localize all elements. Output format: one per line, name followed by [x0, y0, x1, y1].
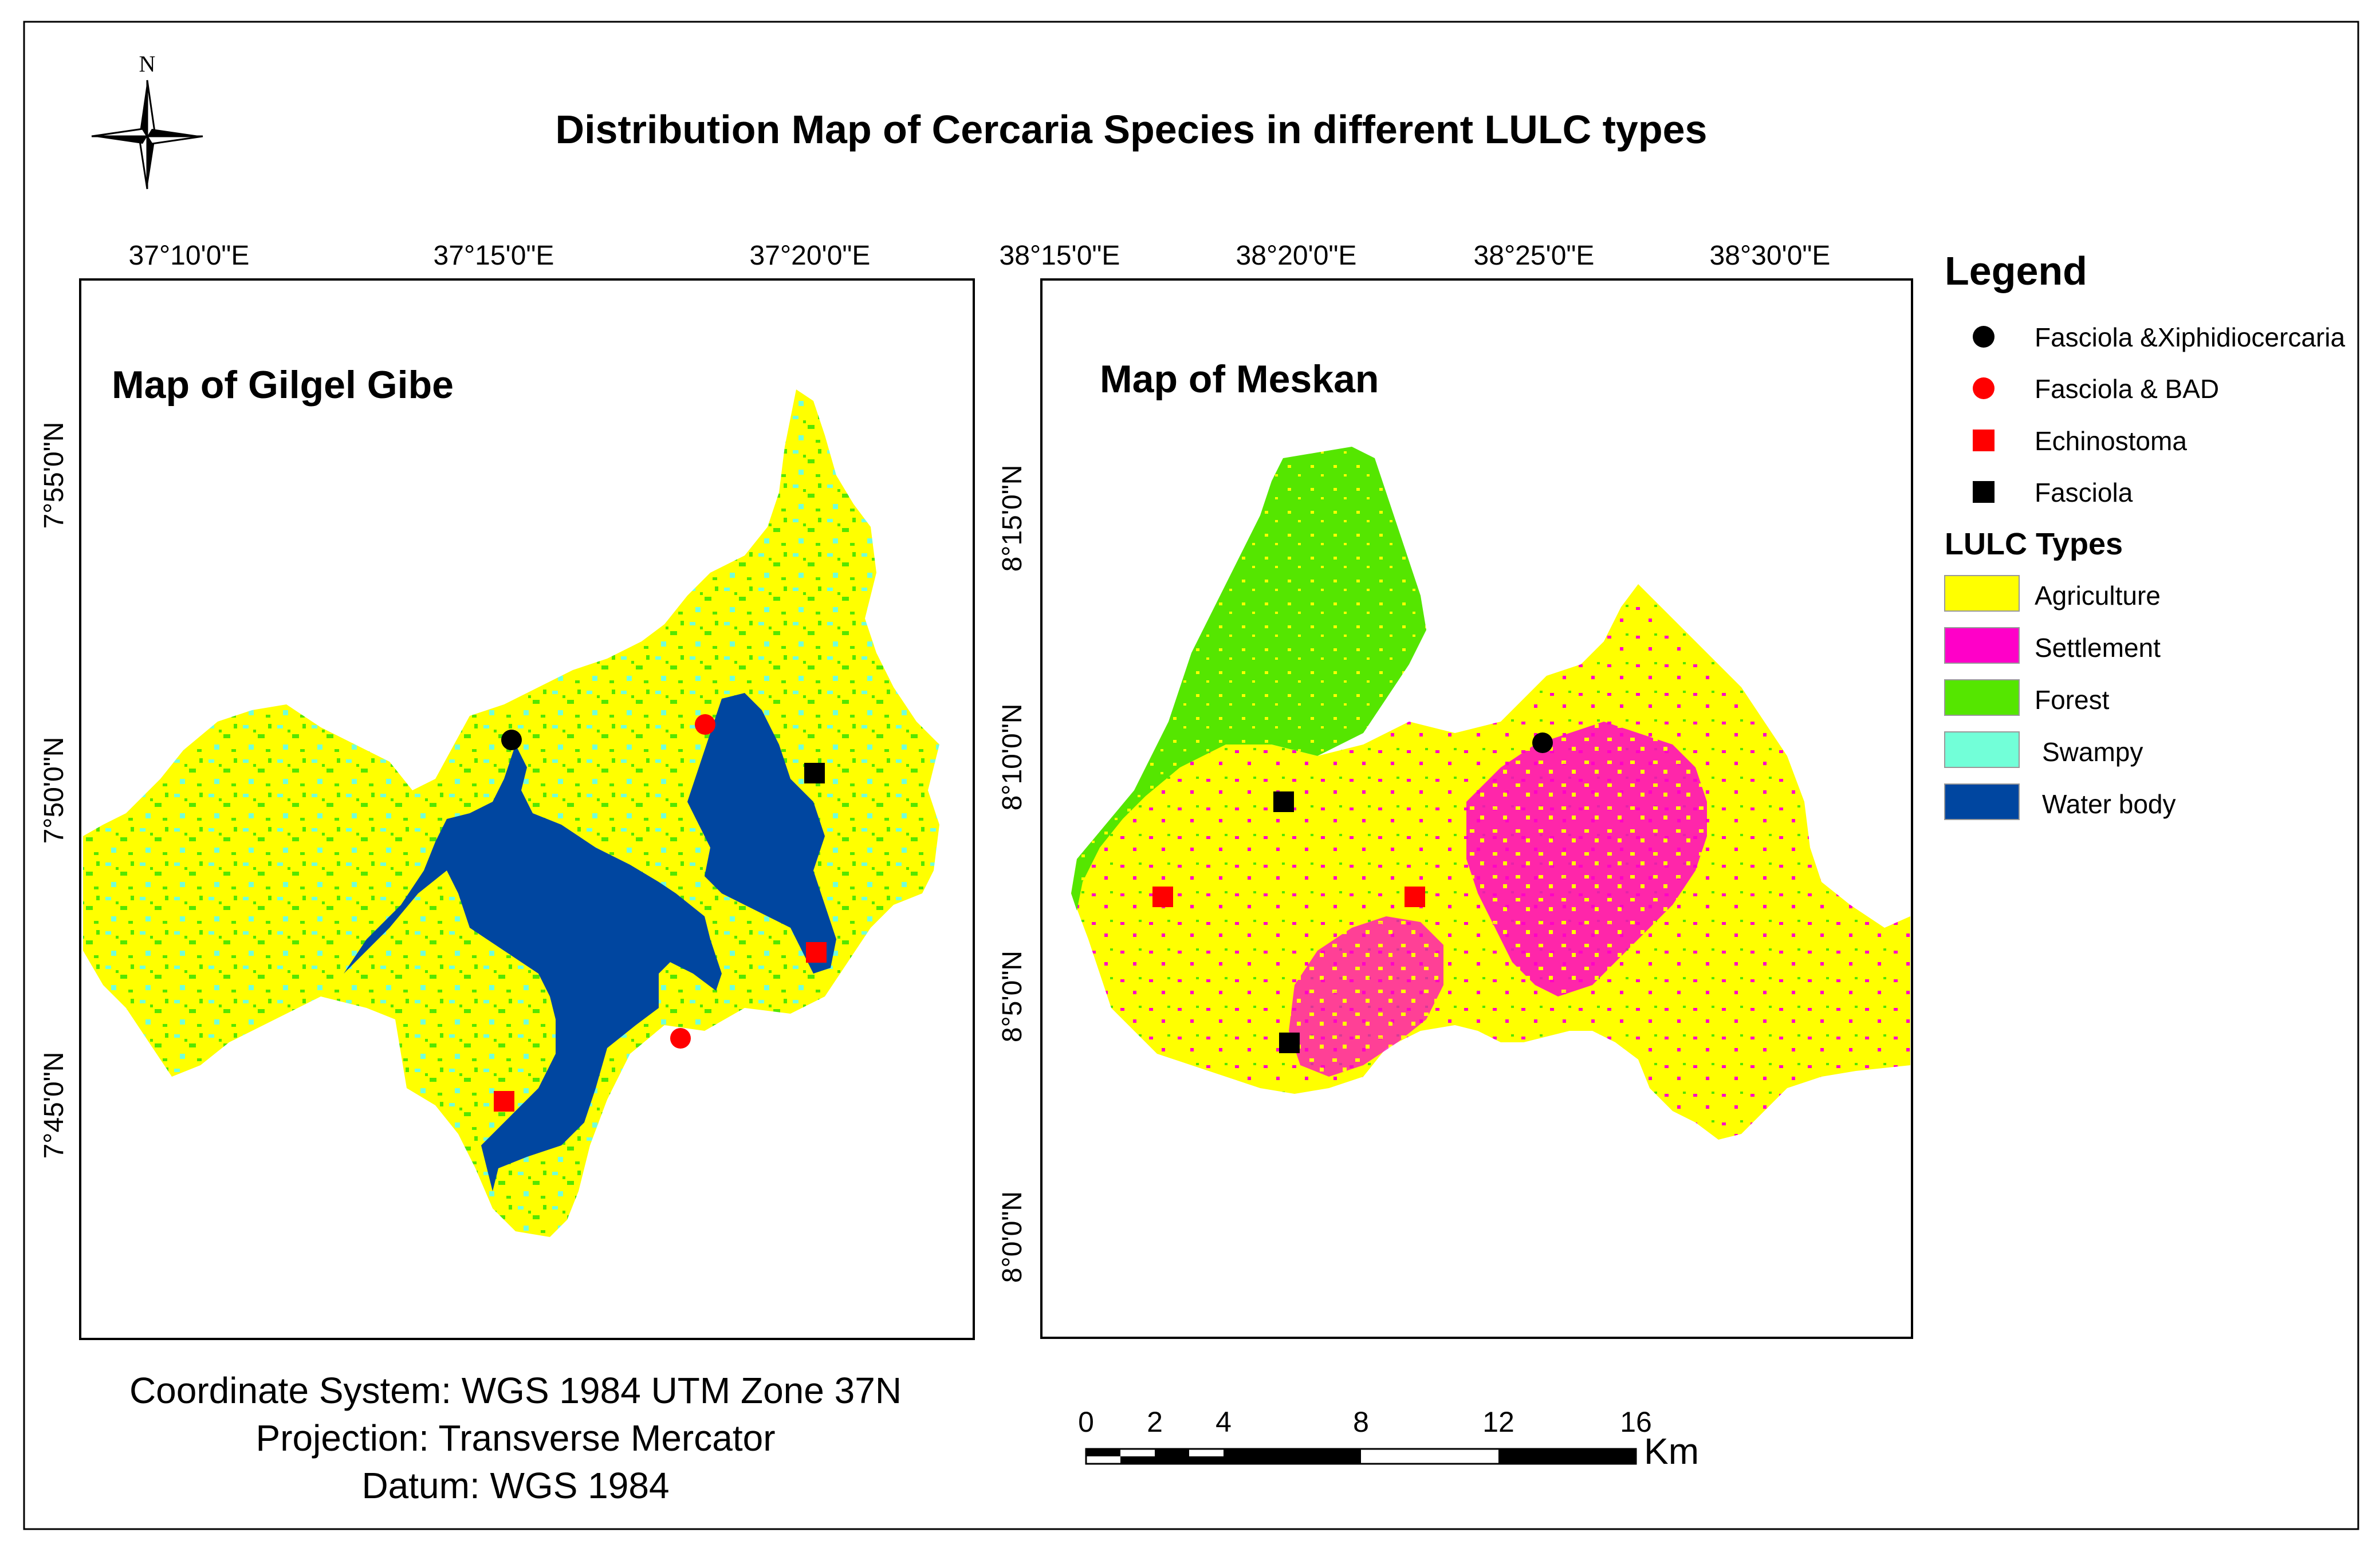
map2-title: Map of Meskan	[1100, 357, 1379, 401]
legend-swatch-water	[1944, 783, 2020, 820]
legend-symbol-black-square	[1973, 481, 1995, 503]
legend-lulc-label-4: Swampy	[2042, 737, 2143, 767]
map1-marker-fasciola-xiphidio	[501, 730, 522, 750]
map1-ytick-1: 7°55'0"N	[39, 422, 69, 529]
legend-marker-label-2: Fasciola & BAD	[2035, 374, 2219, 404]
north-arrow-icon: N	[91, 51, 203, 190]
legend-lulc-label-1: Agriculture	[2035, 581, 2161, 610]
legend-lulc-title: LULC Types	[1945, 527, 2123, 561]
map2-xtick-3: 38°25'0"E	[1474, 241, 1595, 271]
scale-label-16: 16	[1620, 1406, 1652, 1438]
scale-bar: 0 2 4 8 12 16 Km	[1078, 1406, 1699, 1472]
map1-ytick-3: 7°45'0"N	[39, 1052, 69, 1159]
legend-swatch-forest	[1944, 679, 2020, 716]
meskan-forest	[1071, 447, 1426, 911]
map2-marker-fasciola-xiphidio	[1532, 732, 1553, 753]
coord-line-1: Coordinate System: WGS 1984 UTM Zone 37N	[129, 1370, 902, 1411]
map1-marker-fasciola-bad-2	[670, 1028, 691, 1049]
map-meskan: 38°15'0"E 38°20'0"E 38°25'0"E 38°30'0"E …	[997, 241, 1913, 1339]
map2-xtick-2: 38°20'0"E	[1236, 241, 1357, 271]
map1-marker-fasciola-bad-1	[695, 714, 715, 735]
legend-marker-label-1: Fasciola &Xiphidiocercaria	[2035, 322, 2345, 352]
map1-marker-echinostoma-2	[494, 1091, 514, 1112]
map1-ytick-2: 7°50'0"N	[39, 737, 69, 844]
map2-marker-echinostoma-1	[1152, 887, 1173, 907]
legend-swatch-agriculture	[1944, 575, 2020, 612]
coord-line-2: Projection: Transverse Mercator	[256, 1417, 776, 1459]
legend-lulc-label-3: Forest	[2035, 685, 2110, 715]
legend-marker-label-3: Echinostoma	[2035, 426, 2187, 456]
scale-label-2: 2	[1147, 1406, 1163, 1438]
map2-ytick-3: 8°5'0"N	[997, 951, 1028, 1042]
map2-xtick-1: 38°15'0"E	[1000, 241, 1120, 271]
map-gilgel-gibe: 37°10'0"E 37°15'0"E 37°20'0"E 7°55'0"N 7…	[39, 241, 975, 1340]
map2-marker-fasciola-2	[1279, 1033, 1300, 1053]
legend-swatch-swampy	[1944, 731, 2020, 768]
legend-symbol-red-circle	[1973, 377, 1995, 399]
map2-ytick-4: 8°0'0"N	[997, 1191, 1028, 1283]
map1-marker-fasciola	[804, 763, 825, 783]
gilgel-gibe-lake	[344, 693, 836, 1191]
page-border	[23, 21, 2359, 1530]
legend-symbol-red-square	[1973, 430, 1995, 451]
legend-lulc-label-2: Settlement	[2035, 633, 2161, 663]
map1-xtick-3: 37°20'0"E	[750, 241, 871, 271]
coord-line-3: Datum: WGS 1984	[361, 1465, 669, 1506]
scale-label-8: 8	[1353, 1406, 1369, 1438]
legend-lulc-label-5: Water body	[2042, 789, 2176, 819]
legend-marker-label-4: Fasciola	[2035, 478, 2133, 507]
legend: Legend Fasciola &Xiphidiocercaria Fascio…	[1944, 249, 2345, 820]
meskan-settlement-south	[1289, 916, 1443, 1077]
map2-ytick-1: 8°15'0"N	[997, 465, 1028, 572]
legend-symbol-black-circle	[1973, 326, 1995, 348]
map2-ytick-2: 8°10'0"N	[997, 704, 1028, 811]
map-title: Distribution Map of Cercaria Species in …	[556, 107, 1708, 152]
north-label: N	[139, 51, 156, 77]
coordinate-info: Coordinate System: WGS 1984 UTM Zone 37N…	[129, 1370, 902, 1506]
map1-xtick-1: 37°10'0"E	[129, 241, 250, 271]
map1-xtick-2: 37°15'0"E	[434, 241, 554, 271]
scale-label-0: 0	[1078, 1406, 1094, 1438]
map2-marker-echinostoma-2	[1405, 887, 1425, 907]
legend-title: Legend	[1945, 249, 2087, 293]
map1-title: Map of Gilgel Gibe	[112, 363, 454, 407]
meskan-settlement-east	[1466, 722, 1707, 996]
scale-label-4: 4	[1215, 1406, 1232, 1438]
legend-swatch-settlement	[1944, 627, 2020, 664]
map2-xtick-4: 38°30'0"E	[1710, 241, 1831, 271]
scale-label-12: 12	[1482, 1406, 1514, 1438]
map2-marker-fasciola-1	[1273, 791, 1294, 812]
scale-unit: Km	[1644, 1431, 1699, 1472]
map1-marker-echinostoma-1	[806, 942, 827, 963]
